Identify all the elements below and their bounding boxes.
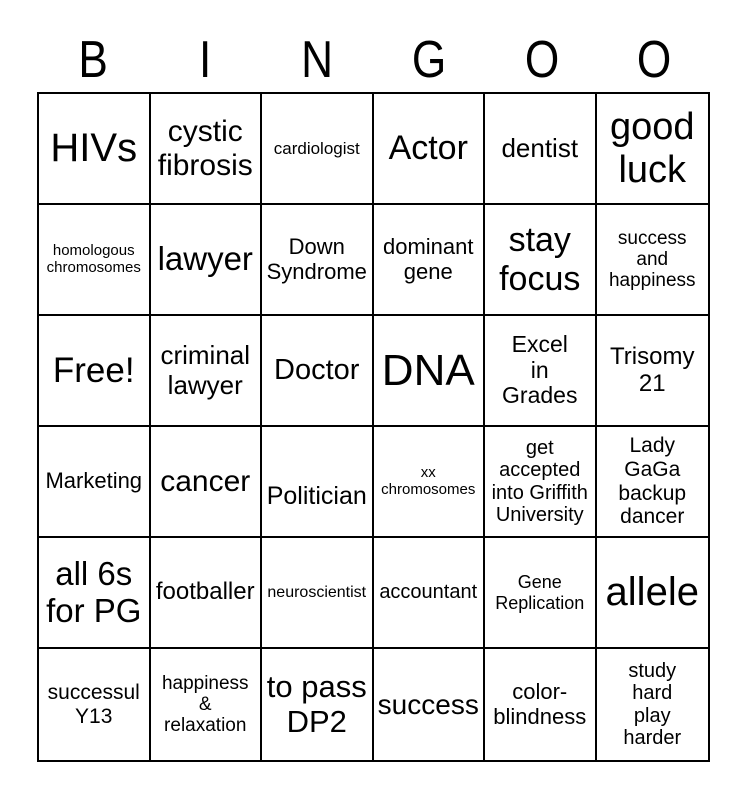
bingo-cell-r3c4[interactable]: DNA — [373, 316, 485, 427]
bingo-cell-r1c4[interactable]: Actor — [373, 94, 485, 205]
bingo-cell-r1c2[interactable]: cystic fibrosis — [150, 94, 262, 205]
bingo-cell-r4c1[interactable]: Marketing — [39, 427, 151, 538]
header-letter-n: N — [301, 31, 334, 89]
bingo-cell-r4c3[interactable]: Politician — [262, 427, 374, 538]
bingo-cell-r2c4[interactable]: dominant gene — [373, 205, 485, 316]
bingo-cell-r6c3[interactable]: to pass DP2 — [262, 649, 374, 760]
bingo-cell-r2c3[interactable]: Down Syndrome — [262, 205, 374, 316]
bingo-cell-r3c2[interactable]: criminal lawyer — [150, 316, 262, 427]
header-letter-o2: O — [636, 31, 672, 89]
bingo-cell-r6c2[interactable]: happiness & relaxation — [151, 649, 262, 760]
header-letter-g: G — [412, 31, 447, 89]
bingo-cell-r5c3[interactable]: neuroscientist — [262, 538, 374, 649]
bingo-cell-r1c5[interactable]: dentist — [485, 94, 597, 205]
bingo-cell-r4c4[interactable]: xx chromosomes — [373, 427, 485, 538]
bingo-cell-r2c5[interactable]: stay focus — [485, 205, 597, 316]
bingo-cell-r4c5[interactable]: get accepted into Griffith University — [485, 427, 597, 538]
bingo-header: B I N G O O — [37, 30, 710, 86]
bingo-cell-r1c1[interactable]: HIVs — [39, 94, 151, 205]
bingo-cell-r3c3[interactable]: Doctor — [262, 316, 374, 427]
bingo-cell-r5c1[interactable]: all 6s for PG — [39, 538, 151, 649]
header-letter-o1: O — [524, 31, 559, 89]
bingo-cell-r6c1[interactable]: successul Y13 — [39, 649, 151, 760]
bingo-cell-r2c2[interactable]: lawyer — [150, 205, 262, 316]
bingo-cell-r3c5[interactable]: Excel in Grades — [485, 316, 597, 427]
bingo-grid: HIVs cystic fibrosis cardiologist Actor … — [37, 92, 710, 762]
bingo-cell-r2c1[interactable]: homologous chromosomes — [39, 205, 151, 316]
bingo-cell-r2c6[interactable]: success and happiness — [596, 205, 708, 316]
bingo-cell-r5c6[interactable]: allele — [596, 538, 708, 649]
bingo-cell-r6c6[interactable]: study hard play harder — [623, 659, 682, 749]
bingo-cell-r4c6[interactable]: Lady GaGa backup dancer — [596, 427, 708, 538]
bingo-cell-r1c6[interactable]: good luck — [596, 94, 708, 205]
bingo-cell-r3c6[interactable]: Trisomy 21 — [596, 316, 708, 427]
bingo-cell-r4c2[interactable]: cancer — [150, 427, 262, 538]
bingo-cell-r3c1-free[interactable]: Free! — [39, 316, 151, 427]
header-letter-b: B — [78, 31, 108, 89]
bingo-cell-r5c5[interactable]: Gene Replication — [485, 538, 597, 649]
bingo-cell-r5c2[interactable]: footballer — [150, 538, 262, 649]
bingo-cell-r1c3[interactable]: cardiologist — [262, 94, 374, 205]
bingo-cell-r5c4[interactable]: accountant — [373, 538, 485, 649]
bingo-cell-r6c4[interactable]: success — [374, 649, 485, 760]
header-letter-i: I — [199, 31, 212, 89]
bingo-cell-r6c5[interactable]: color- blindness — [485, 649, 597, 760]
